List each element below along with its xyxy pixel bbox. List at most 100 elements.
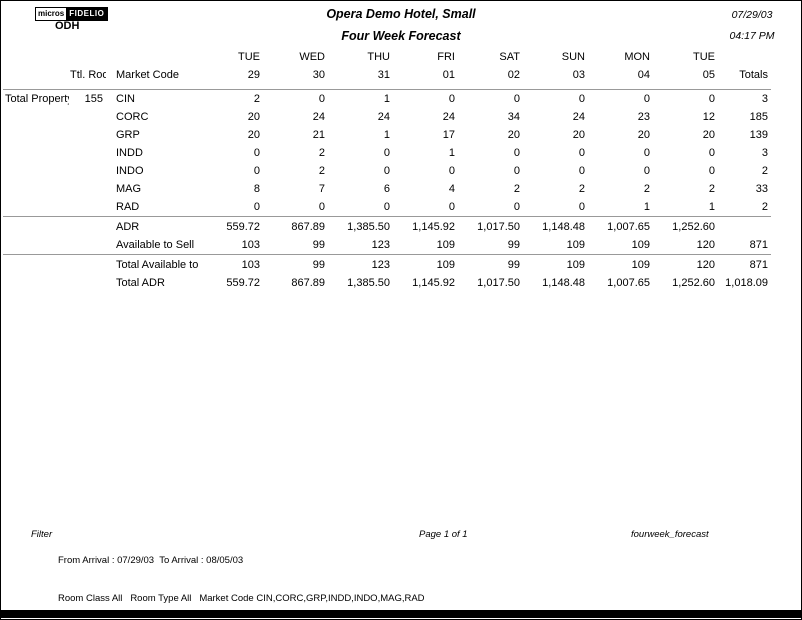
day-value-cell: 1 (708, 201, 715, 213)
spacer-cell (106, 49, 198, 66)
day-value-cell: 24 (312, 111, 325, 123)
day-value-cell: 120 (696, 239, 715, 251)
row-total-cell: 33 (755, 183, 768, 195)
day-value-cell: 99 (458, 254, 523, 274)
day-value-cell: 0 (253, 201, 260, 213)
day-value-cell: 0 (578, 147, 585, 159)
group-label-cell (3, 108, 69, 126)
day-value-cell: 2 (513, 183, 520, 195)
day-value-cell: 1,017.50 (477, 277, 520, 289)
day-value-cell: 0 (383, 165, 390, 177)
market-code-cell: CORC (116, 111, 149, 123)
day-value-cell: 1 (383, 93, 390, 105)
market-row: RAD 0 0 0 0 0 0 1 1 2 (3, 198, 771, 217)
market-code-cell: INDD (116, 147, 143, 159)
day-value-cell: 12 (702, 111, 715, 123)
day-value-cell: 103 (198, 254, 263, 274)
forecast-table: TUE WED THU FRI SAT SUN MON TUE Ttl. Roo… (3, 49, 771, 292)
day-value-cell: 0 (318, 201, 325, 213)
title-block: Opera Demo Hotel, Small Four Week Foreca… (1, 7, 801, 43)
ttl-rooms-cell (69, 180, 106, 198)
day-value-cell: 6 (383, 183, 390, 195)
market-code-cell: RAD (116, 201, 140, 213)
day-value-cell: 1,145.92 (393, 216, 458, 236)
day-value-cell: 1,252.60 (653, 216, 718, 236)
spacer-cell (718, 49, 771, 66)
day-value-cell: 867.89 (291, 277, 325, 289)
bottom-bar (1, 610, 801, 618)
spacer-cell (69, 49, 106, 66)
total-row: Total ADR 559.72 867.89 1,385.50 1,145.92 1,0… (3, 274, 771, 292)
market-row: INDO 0 2 0 0 0 0 0 0 2 (3, 162, 771, 180)
group-label-cell: Total Property (5, 93, 69, 105)
ttl-rooms-cell (69, 198, 106, 217)
day-value-cell: 0 (318, 93, 325, 105)
day-value-cell: 0 (578, 93, 585, 105)
date-header-cell: 02 (458, 66, 523, 90)
logo-micros-text: micros (36, 8, 67, 20)
summary-row: Available to Sell 103 99 123 109 99 109 109 120 8… (3, 236, 771, 255)
row-total-cell: 3 (761, 147, 768, 159)
day-value-cell: 0 (513, 93, 520, 105)
row-total-cell: 2 (761, 165, 768, 177)
spacer-cell (3, 274, 69, 292)
date-header-cell: 05 (653, 66, 718, 90)
report-subtitle: Four Week Forecast (341, 29, 461, 43)
group-label-cell (3, 198, 69, 217)
day-value-cell: 99 (263, 254, 328, 274)
day-value-cell: 123 (328, 254, 393, 274)
day-value-cell: 0 (513, 165, 520, 177)
row-total-cell (718, 216, 771, 236)
group-label-cell (3, 144, 69, 162)
day-value-cell: 109 (566, 239, 585, 251)
day-value-cell: 123 (371, 239, 390, 251)
day-value-cell: 1,007.65 (607, 277, 650, 289)
report-date: 07/29/03 (731, 9, 773, 21)
market-code-cell: GRP (116, 129, 140, 141)
day-value-cell: 0 (643, 147, 650, 159)
spacer-cell (3, 254, 69, 274)
property-code: ODH (55, 20, 80, 32)
summary-row: ADR 559.72 867.89 1,385.50 1,145.92 1,017.50 1… (3, 216, 771, 236)
day-value-cell: 2 (318, 165, 325, 177)
day-value-cell: 2 (318, 147, 325, 159)
ttl-rooms-cell (69, 162, 106, 180)
market-row: Total Property 155 CIN 2 0 1 0 0 0 0 0 3 (3, 90, 771, 109)
day-value-cell: 109 (436, 239, 455, 251)
filter-label: Filter (31, 529, 53, 540)
day-value-cell: 34 (507, 111, 520, 123)
group-label-cell (3, 180, 69, 198)
day-value-cell: 1,017.50 (458, 216, 523, 236)
day-header-cell: THU (367, 51, 390, 63)
day-value-cell: 20 (572, 129, 585, 141)
day-value-cell: 559.72 (226, 277, 260, 289)
market-row: GRP 20 21 1 17 20 20 20 20 139 (3, 126, 771, 144)
day-value-cell: 1 (448, 147, 455, 159)
day-header-cell: SUN (561, 51, 585, 63)
day-value-cell: 20 (637, 129, 650, 141)
row-total-cell: 871 (718, 254, 771, 274)
day-value-cell: 120 (653, 254, 718, 274)
day-value-cell: 0 (708, 165, 715, 177)
filter-line-room: Room Class All Room Type All Market Code… (58, 592, 425, 604)
day-value-cell: 109 (393, 254, 458, 274)
report-filename: fourweek_forecast (631, 529, 709, 540)
day-value-cell: 20 (702, 129, 715, 141)
spacer-cell (69, 236, 106, 255)
filter-lines: From Arrival : 07/29/03 To Arrival : 08/… (58, 529, 679, 619)
day-value-cell: 0 (643, 165, 650, 177)
total-label-cell: Total ADR (116, 277, 165, 289)
date-header-row: Ttl. Rooms Market Code 29 30 31 01 02 03… (3, 66, 771, 90)
market-row: MAG 8 7 6 4 2 2 2 2 33 (3, 180, 771, 198)
ttl-rooms-cell (69, 126, 106, 144)
day-header-cell: MON (624, 51, 650, 63)
group-label-cell (3, 162, 69, 180)
spacer-cell (3, 236, 69, 255)
day-value-cell: 1,148.48 (542, 277, 585, 289)
day-header-cell: TUE (238, 51, 260, 63)
day-value-cell: 20 (247, 111, 260, 123)
day-value-cell: 0 (578, 201, 585, 213)
day-value-cell: 1,007.65 (588, 216, 653, 236)
day-header-cell: TUE (693, 51, 715, 63)
